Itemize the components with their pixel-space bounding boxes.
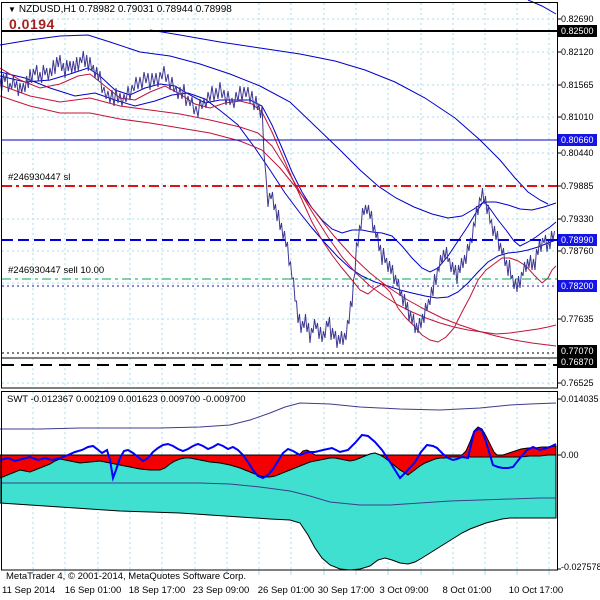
indicator-values-line: SWT -0.012367 0.002109 0.001623 0.009700… xyxy=(7,394,246,405)
copyright-text: MetaTrader 4, © 2001-2014, MetaQuotes So… xyxy=(6,571,247,582)
indicator-scale-label: 0.00 xyxy=(561,450,579,460)
y-axis-price-badge: 0.78200 xyxy=(558,280,597,292)
trade-annotation-label: #246930447 sell 10.00 xyxy=(8,265,105,276)
y-axis-price-badge: 0.76870 xyxy=(558,356,597,368)
x-axis-date-label: 10 Oct 17:00 xyxy=(508,585,564,596)
y-axis-price-badge: 0.82500 xyxy=(558,25,597,37)
red-ma-mid-line xyxy=(0,84,557,335)
y-axis-label: 0.78760 xyxy=(561,246,594,256)
y-axis-label: 0.82690 xyxy=(561,14,594,24)
y-axis-label: 0.81010 xyxy=(561,112,594,122)
x-axis-date-label: 3 Oct 09:00 xyxy=(379,585,429,596)
swt-lower-envelope-line xyxy=(0,482,556,506)
x-axis-date-label: 23 Sep 09:00 xyxy=(192,585,250,596)
swt-upper-envelope-line xyxy=(0,402,557,430)
x-axis-date-label: 26 Sep 01:00 xyxy=(257,585,315,596)
main-panel-border xyxy=(1,2,558,389)
indicator-scale-label: -0.027578 xyxy=(561,562,600,572)
y-axis-label: 0.76525 xyxy=(561,378,594,388)
y-axis-price-badge: 0.78990 xyxy=(558,234,597,246)
red-ma-fast-line xyxy=(0,67,557,343)
quote-line: NZDUSD,H1 0.78982 0.79031 0.78944 0.7899… xyxy=(18,4,232,15)
quote-header: ▼ NZDUSD,H1 0.78982 0.79031 0.78944 0.789… xyxy=(8,4,232,15)
y-axis-label: 0.77635 xyxy=(561,314,594,324)
bollinger-middle-line xyxy=(0,67,557,273)
y-axis-price-badge: 0.80660 xyxy=(558,134,597,146)
y-axis-label: 0.80440 xyxy=(561,148,594,158)
indicator-panel-border xyxy=(1,391,558,571)
x-axis-date-label: 11 Sep 2014 xyxy=(2,585,56,596)
bollinger-lower-line xyxy=(0,71,557,299)
y-axis-label: 0.79330 xyxy=(561,214,594,224)
swt-cyan-region xyxy=(0,452,557,571)
bollinger-upper-line xyxy=(0,34,557,219)
candles-series xyxy=(0,50,555,349)
y-axis-label: 0.82120 xyxy=(561,47,594,57)
x-axis-date-label: 18 Sep 17:00 xyxy=(128,585,186,596)
y-axis-label: 0.81565 xyxy=(561,80,594,90)
indicator-scale-label: 0.014035 xyxy=(561,394,599,404)
symbol-dropdown-icon[interactable]: ▼ xyxy=(8,5,16,14)
swt-main-line xyxy=(0,427,557,482)
y-axis-label: 0.79885 xyxy=(561,181,594,191)
y-axis-price-badge: 0.77070 xyxy=(558,345,597,357)
x-axis-date-label: 30 Sep 17:00 xyxy=(317,585,375,596)
change-value: 0.0194 xyxy=(9,16,55,32)
x-axis-date-label: 8 Oct 01:00 xyxy=(442,585,492,596)
trade-annotation-label: #246930447 sl xyxy=(8,172,71,183)
red-ma-slow-line xyxy=(0,95,557,347)
x-axis-date-label: 16 Sep 01:00 xyxy=(64,585,122,596)
